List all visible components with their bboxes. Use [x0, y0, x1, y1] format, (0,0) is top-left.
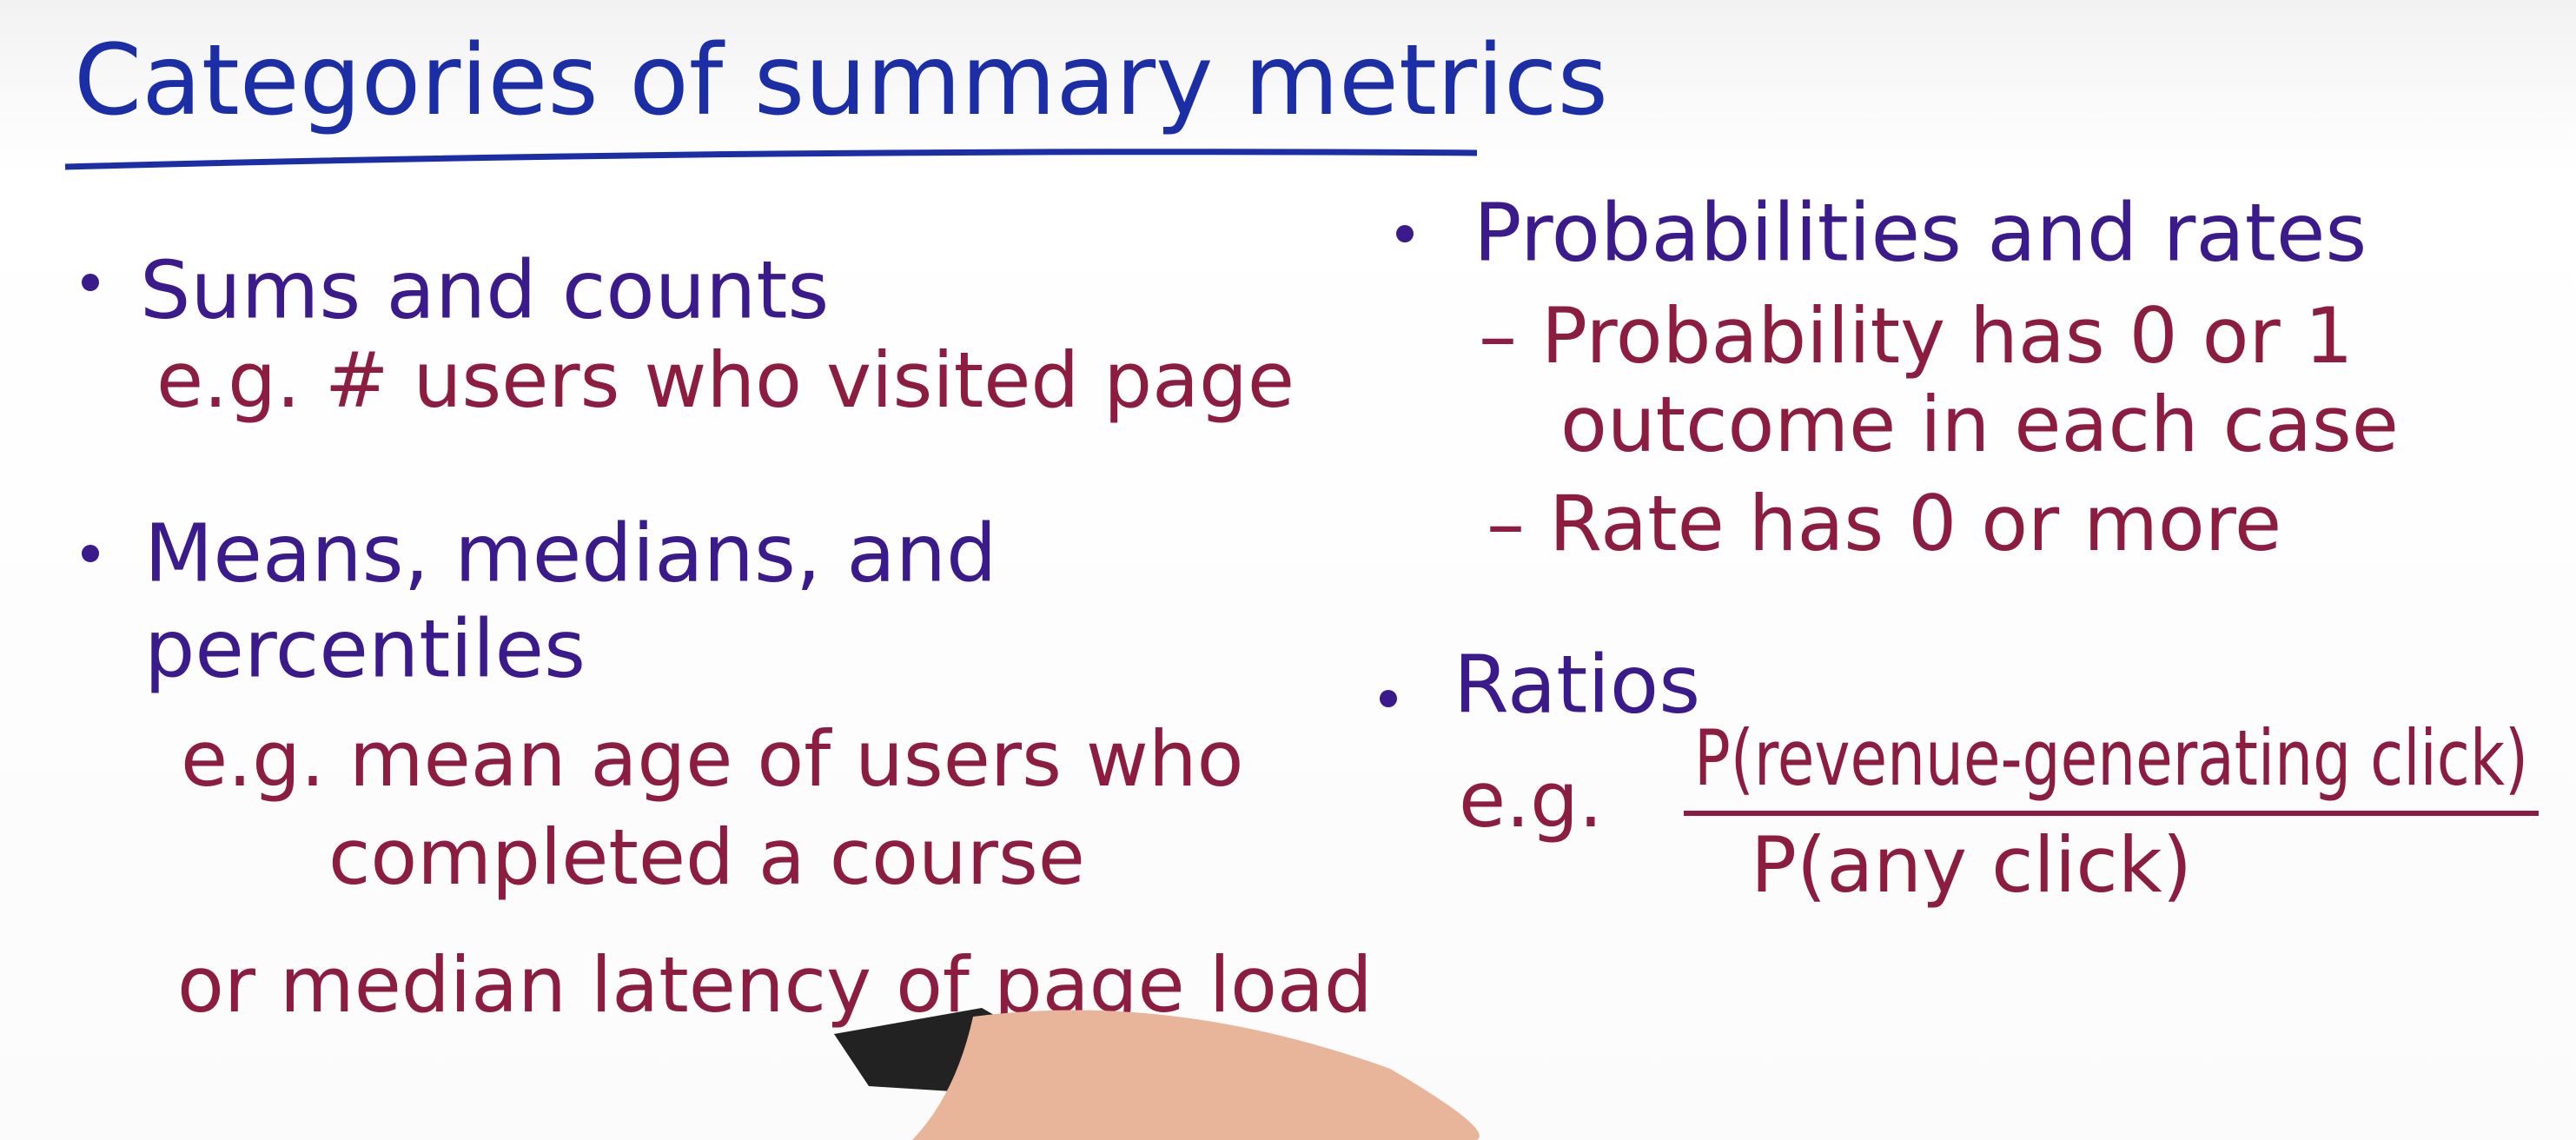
denominator: P(any click): [1751, 820, 2192, 910]
heading: percentiles: [144, 602, 586, 695]
bullet: [1380, 690, 1397, 707]
example: or median latency of page load: [177, 940, 1373, 1030]
heading: Probabilities and rates: [1473, 186, 2367, 279]
title: Categories of summary metrics: [74, 24, 1608, 137]
heading: Sums and counts: [140, 243, 829, 336]
hand-with-marker: [834, 1008, 1480, 1140]
bullet: [1396, 225, 1414, 242]
title-underline: [64, 149, 1478, 170]
heading: Ratios: [1454, 638, 1700, 731]
point: outcome in each case: [1560, 380, 2399, 469]
heading: Means, medians, and: [144, 507, 997, 600]
example: e.g. mean age of users who: [181, 714, 1244, 804]
example-prefix: e.g.: [1459, 755, 1603, 845]
bullet: [82, 545, 99, 562]
point: – Probability has 0 or 1: [1479, 291, 2354, 381]
example: completed a course: [328, 812, 1085, 902]
numerator: P(revenue-generating click): [1694, 713, 2528, 803]
point: – Rate has 0 or more: [1487, 479, 2281, 568]
example: e.g. # users who visited page: [156, 335, 1295, 425]
bullet: [82, 274, 99, 291]
